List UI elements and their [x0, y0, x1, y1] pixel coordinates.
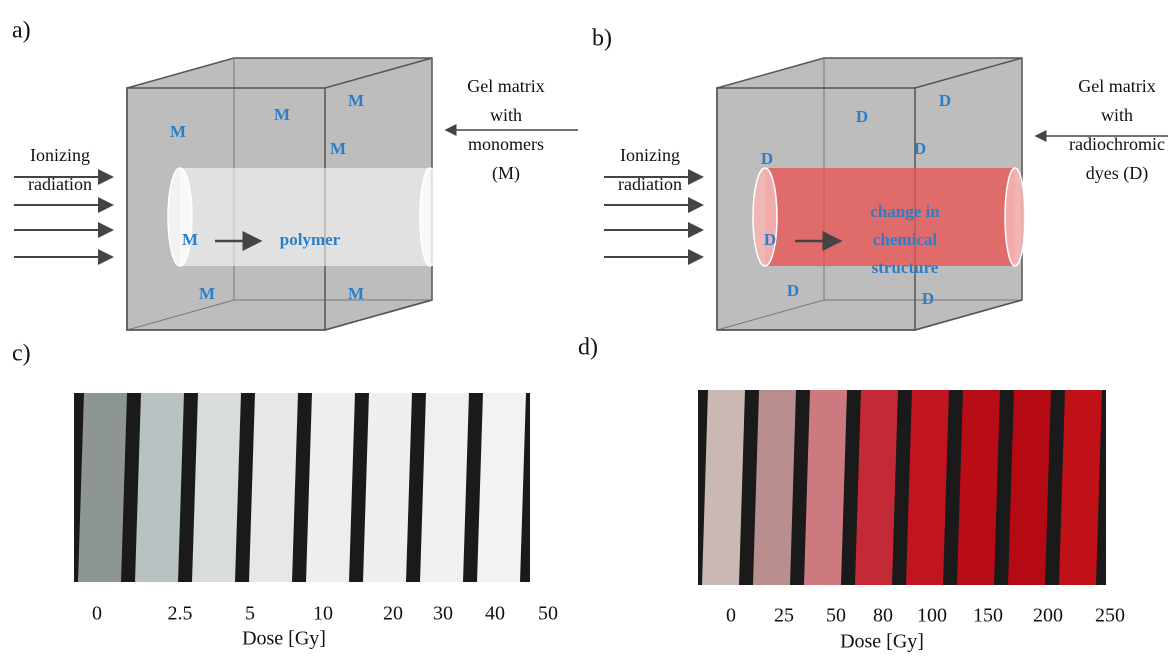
product-label: change in [870, 202, 940, 221]
tube [249, 393, 298, 582]
dose-label: 40 [485, 603, 505, 625]
molecule: D [764, 230, 776, 249]
panel-label: d) [578, 335, 598, 361]
tube [1008, 390, 1051, 585]
matrix-label: with [490, 105, 522, 125]
source-label: Ionizing [30, 145, 90, 165]
cylinder-end [168, 168, 192, 266]
cylinder-end [1005, 168, 1025, 266]
molecule: D [939, 91, 951, 110]
source-label: Ionizing [620, 145, 680, 165]
panel-label: a) [12, 18, 31, 44]
panel-label: c) [12, 341, 31, 367]
tube [192, 393, 241, 582]
tube [363, 393, 412, 582]
molecule: D [914, 139, 926, 158]
dose-label: 200 [1033, 605, 1063, 627]
matrix-label: radiochromic [1069, 134, 1165, 154]
tube [906, 390, 949, 585]
tube [78, 393, 127, 582]
molecule: M [330, 139, 346, 158]
dose-label: 0 [726, 605, 736, 627]
matrix-label: dyes (D) [1086, 163, 1148, 184]
cylinder-end [753, 168, 777, 266]
cylinder [180, 168, 430, 266]
tube [477, 393, 526, 582]
molecule: M [182, 230, 198, 249]
molecule: D [761, 149, 773, 168]
product-label: polymer [280, 230, 341, 249]
tube [420, 393, 469, 582]
molecule: M [348, 91, 364, 110]
matrix-label: Gel matrix [1078, 76, 1155, 96]
tube [957, 390, 1000, 585]
cylinder-end [420, 168, 440, 266]
molecule: M [348, 284, 364, 303]
dose-label: 250 [1095, 605, 1125, 627]
panel-label: b) [592, 26, 612, 52]
tube [1059, 390, 1102, 585]
dose-label: 30 [433, 603, 453, 625]
molecule: M [274, 105, 290, 124]
matrix-label: with [1101, 105, 1133, 125]
molecule: D [856, 107, 868, 126]
axis-label: Dose [Gy] [840, 631, 924, 653]
molecule: M [170, 122, 186, 141]
molecule: D [787, 281, 799, 300]
product-label: chemical [873, 230, 937, 249]
dose-label: 80 [873, 605, 893, 627]
dose-label: 25 [774, 605, 794, 627]
dose-label: 0 [92, 603, 102, 625]
axis-label: Dose [Gy] [242, 628, 326, 650]
dose-label: 50 [826, 605, 846, 627]
matrix-label: Gel matrix [467, 76, 544, 96]
figure: a)MMMMMMMpolymerIonizingradiationGel mat… [0, 0, 1176, 657]
tube [306, 393, 355, 582]
dose-label: 2.5 [168, 603, 193, 625]
dose-label: 20 [383, 603, 403, 625]
dose-label: 100 [917, 605, 947, 627]
molecule: M [199, 284, 215, 303]
dose-label: 5 [245, 603, 255, 625]
dose-label: 10 [313, 603, 333, 625]
matrix-label: (M) [492, 163, 520, 184]
molecule: D [922, 289, 934, 308]
tube [753, 390, 796, 585]
dose-label: 150 [973, 605, 1003, 627]
tube [804, 390, 847, 585]
tube [135, 393, 184, 582]
matrix-label: monomers [468, 134, 544, 154]
dose-label: 50 [538, 603, 558, 625]
tube [855, 390, 898, 585]
product-label: structure [872, 258, 939, 277]
tube [702, 390, 745, 585]
